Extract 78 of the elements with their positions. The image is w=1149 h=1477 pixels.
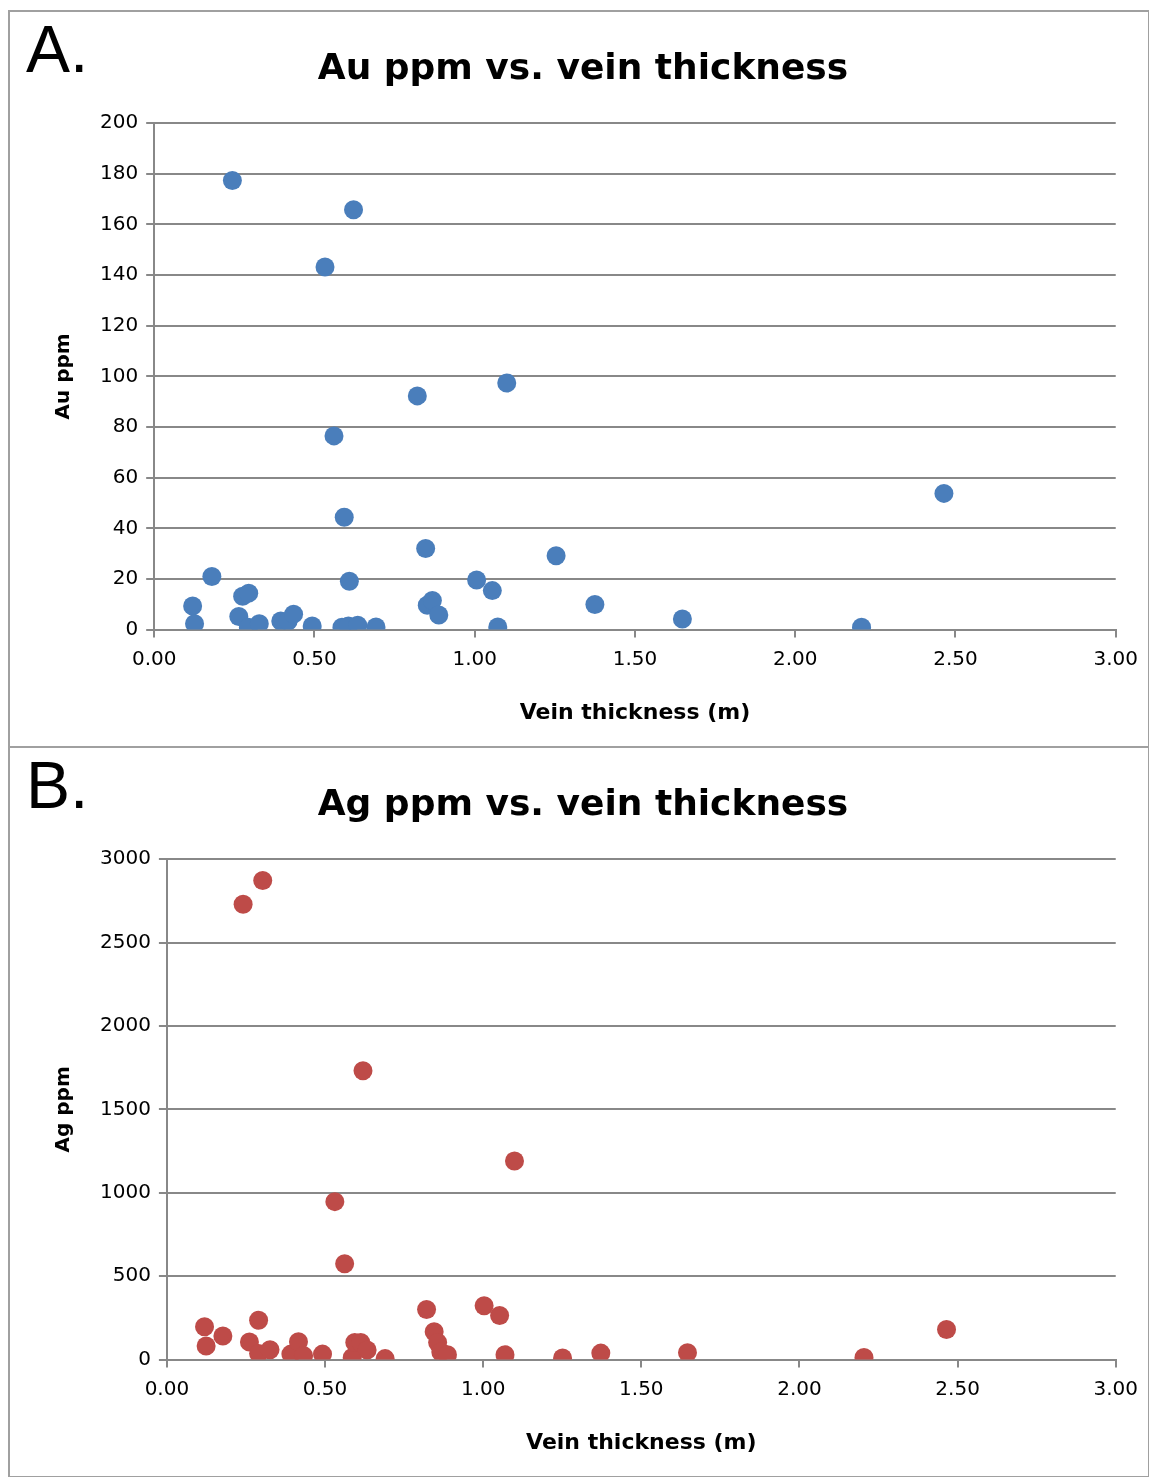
point <box>222 170 242 190</box>
y-axis-title: Au ppm <box>50 333 75 420</box>
point <box>417 1300 437 1320</box>
text: A. <box>26 12 89 86</box>
point <box>324 426 344 446</box>
y-tick-label: 40 <box>112 514 139 539</box>
y-tick-label: 0 <box>138 1345 151 1370</box>
x-tick-label: 1.50 <box>619 1375 664 1400</box>
point <box>334 507 354 527</box>
y-tick-label: 3000 <box>99 845 151 870</box>
point <box>339 571 359 591</box>
y-tick-label: 20 <box>112 565 139 590</box>
point <box>934 483 954 503</box>
point <box>672 609 692 629</box>
point <box>260 1340 280 1360</box>
point <box>196 1336 216 1356</box>
y-tick-label: 200 <box>99 109 139 134</box>
y-tick-label: 500 <box>112 1262 151 1287</box>
x-axis-title: Vein thickness (m) <box>519 698 751 724</box>
point <box>474 1296 494 1316</box>
y-tick-label: 2000 <box>99 1012 151 1037</box>
y-tick-label: 120 <box>99 311 139 336</box>
point <box>344 200 364 220</box>
point <box>546 546 566 566</box>
point <box>416 539 436 559</box>
y-tick-label: 1000 <box>99 1179 151 1203</box>
y-tick-label: 140 <box>99 261 139 286</box>
point <box>467 570 487 590</box>
y-tick-label: 100 <box>99 362 139 387</box>
x-axis-title: Vein thickness (m) <box>526 1428 757 1454</box>
x-tick-label: 1.50 <box>612 645 658 670</box>
x-tick-label: 0.50 <box>292 645 337 670</box>
point <box>195 1317 215 1337</box>
point <box>233 894 253 914</box>
point <box>937 1320 957 1340</box>
point <box>497 373 517 393</box>
point <box>284 604 304 624</box>
point <box>202 566 222 586</box>
point <box>183 596 203 616</box>
x-tick-label: 0.00 <box>131 645 177 670</box>
x-tick-label: 0.00 <box>144 1375 190 1400</box>
x-tick-label: 1.00 <box>452 645 497 670</box>
text: B. <box>26 748 89 822</box>
y-axis-title: Ag ppm <box>50 1066 75 1153</box>
point <box>482 581 502 601</box>
y-tick-label: 0 <box>125 615 139 640</box>
y-tick-label: 80 <box>112 413 139 438</box>
point <box>253 871 273 891</box>
point <box>490 1306 510 1326</box>
x-tick-label: 1.00 <box>460 1375 506 1400</box>
point <box>407 386 427 406</box>
x-tick-label: 3.00 <box>1093 645 1138 670</box>
x-tick-label: 2.00 <box>772 645 818 670</box>
point <box>677 1343 697 1360</box>
point <box>325 1192 345 1212</box>
y-tick-label: 2500 <box>99 928 151 953</box>
x-tick-label: 3.00 <box>1093 1375 1138 1400</box>
y-tick-label: 1500 <box>99 1095 151 1120</box>
x-tick-label: 2.50 <box>935 1375 980 1400</box>
point <box>357 1340 377 1360</box>
point <box>315 257 335 277</box>
point <box>335 1254 355 1274</box>
x-tick-label: 2.50 <box>933 645 978 670</box>
point <box>249 1310 269 1330</box>
point <box>353 1061 373 1081</box>
point <box>585 595 605 615</box>
point <box>591 1343 611 1360</box>
point <box>504 1151 524 1171</box>
y-tick-label: 180 <box>99 160 139 185</box>
chart-title: Au ppm vs. vein thickness <box>317 45 849 87</box>
y-tick-label: 160 <box>99 210 139 235</box>
point <box>429 605 449 625</box>
y-tick-label: 60 <box>112 463 139 488</box>
point <box>239 583 259 603</box>
x-tick-label: 2.00 <box>777 1375 822 1400</box>
chart-title: Ag ppm vs. vein thickness <box>317 781 849 823</box>
x-tick-label: 0.50 <box>302 1375 348 1400</box>
point <box>213 1326 233 1346</box>
